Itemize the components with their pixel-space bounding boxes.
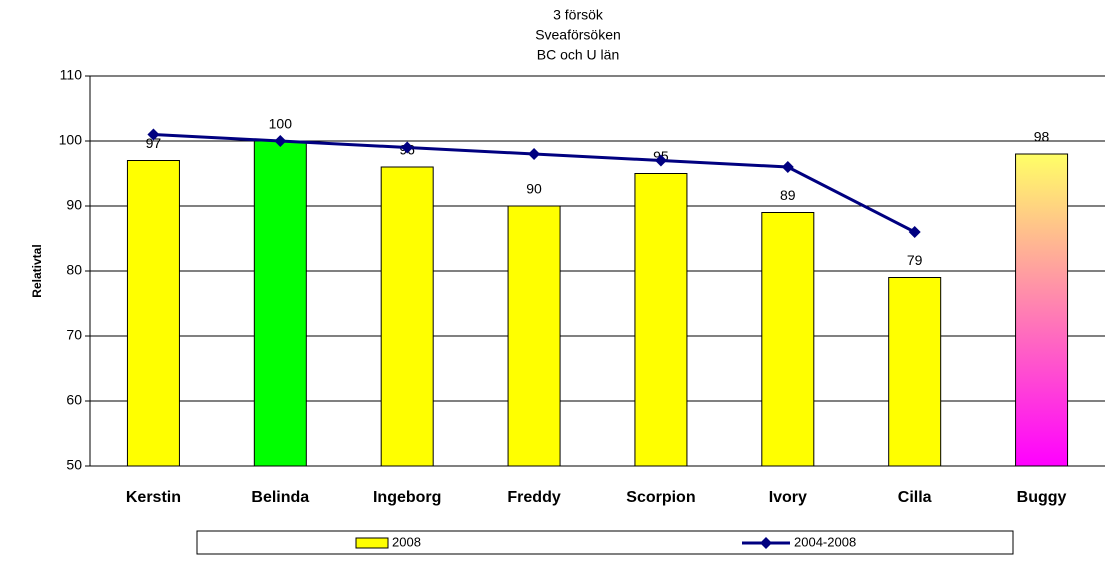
marker (781, 161, 794, 173)
data-label: 90 (526, 181, 542, 197)
x-tick-label: Belinda (251, 489, 309, 506)
y-tick-label: 100 (59, 132, 83, 148)
bar (1015, 153, 1069, 467)
x-tick-label: Scorpion (626, 489, 695, 506)
legend-label: 2004-2008 (794, 534, 856, 549)
data-label: 97 (146, 135, 162, 151)
x-tick-label: Ingeborg (373, 489, 441, 506)
x-tick-label: Kerstin (126, 489, 181, 506)
bar (380, 166, 434, 467)
y-tick-label: 60 (66, 392, 82, 408)
data-label: 89 (780, 187, 796, 203)
legend-marker (760, 537, 772, 549)
bar (634, 173, 688, 467)
chart-title: BC och U län (537, 47, 619, 63)
marker (654, 154, 667, 167)
marker (147, 128, 160, 141)
y-axis-label: Relativtal (30, 244, 44, 297)
y-tick-label: 70 (66, 327, 82, 343)
legend-swatch (355, 537, 389, 549)
legend-box (196, 530, 1014, 555)
bar (888, 277, 942, 467)
data-label: 98 (1034, 129, 1050, 145)
marker (274, 135, 287, 147)
chart-title: Sveaförsöken (535, 27, 621, 43)
x-tick-label: Freddy (507, 489, 560, 506)
bar (126, 160, 180, 467)
bar (761, 212, 815, 467)
x-tick-label: Ivory (769, 489, 807, 506)
bar (253, 140, 307, 467)
y-tick-label: 80 (66, 262, 82, 278)
marker (908, 226, 921, 238)
marker (528, 148, 541, 160)
legend-label: 2008 (392, 534, 421, 549)
y-tick-label: 90 (66, 197, 82, 213)
x-tick-label: Cilla (898, 489, 932, 506)
bar (507, 205, 561, 467)
x-tick-label: Buggy (1017, 489, 1067, 506)
chart-title: 3 försök (553, 7, 604, 23)
marker (401, 141, 414, 154)
data-label: 79 (907, 252, 923, 268)
y-tick-label: 110 (60, 67, 83, 83)
data-label: 100 (269, 116, 293, 132)
y-tick-label: 50 (66, 457, 82, 473)
